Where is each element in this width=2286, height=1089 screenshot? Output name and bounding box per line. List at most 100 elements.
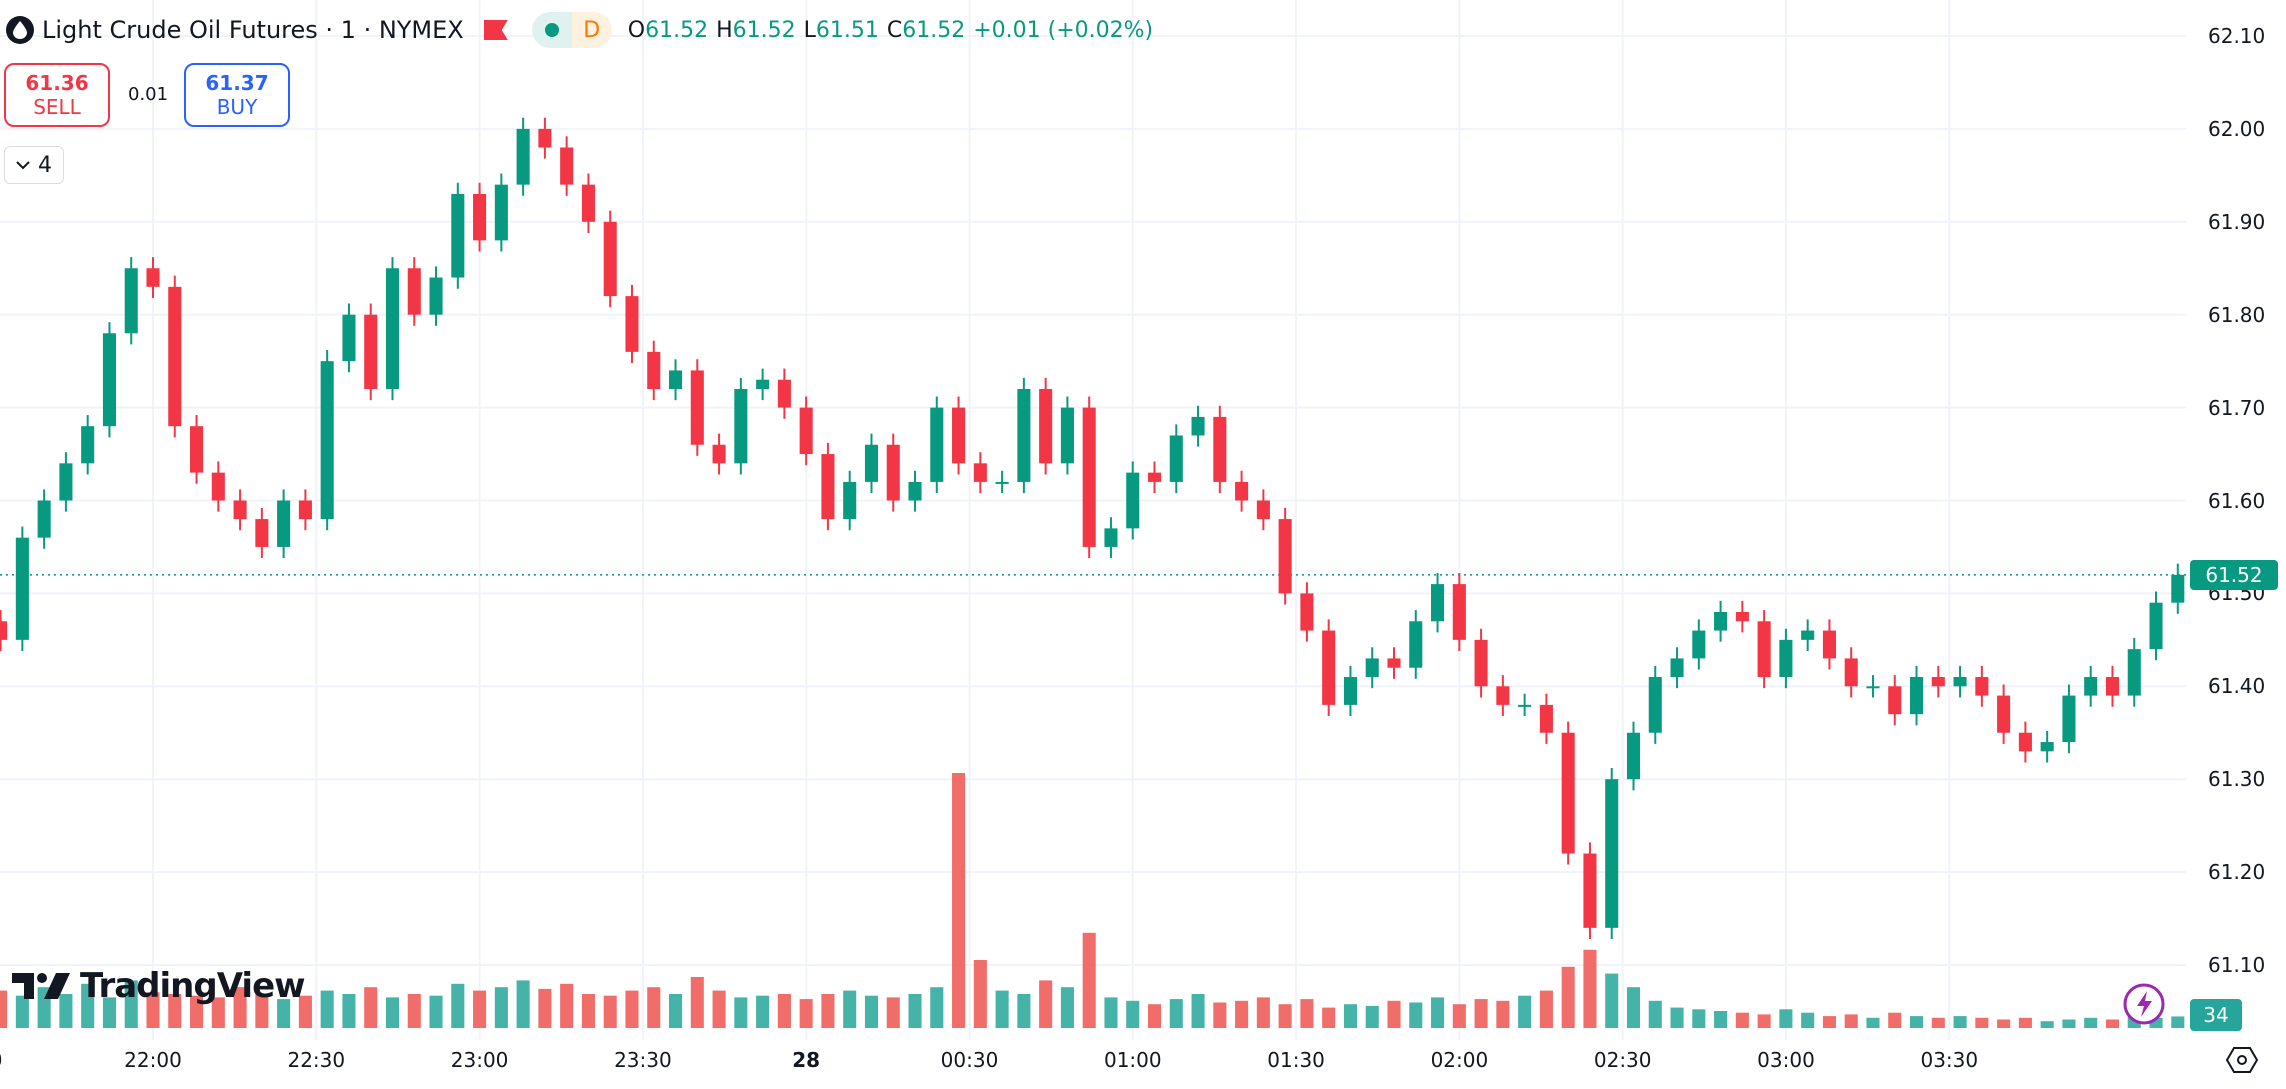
change-value: +0.01 (+0.02%) [973,17,1154,43]
volume-bar [1082,932,1096,1028]
candle-up [1648,677,1662,733]
volume-bar [1017,994,1031,1028]
volume-bar [777,994,791,1028]
volume-bar [1561,966,1575,1028]
candle-down [560,147,574,185]
candle-up [1670,658,1684,678]
tradingview-logo-text: TradingView [80,966,306,1006]
candle-down [407,268,421,315]
time-tick-label: 23:00 [450,1048,509,1072]
candle-up [1365,658,1379,678]
time-tick-label: 22:30 [287,1048,346,1072]
volume-bar [1801,1012,1815,1028]
candle-down [1888,686,1902,715]
candle-up [756,379,770,390]
sell-price: 61.36 [25,71,89,95]
candle-down [973,463,987,482]
candle-up [320,361,334,520]
red-flag-icon[interactable] [483,20,508,40]
settings-hex-icon[interactable] [2226,1046,2258,1074]
volume-bar [1126,1000,1140,1028]
candle-up [1866,686,1880,689]
volume-bar [320,990,334,1028]
volume-bar [647,987,661,1028]
close-value: 61.52 [902,17,966,43]
candle-down [1387,658,1401,668]
candle-up [451,193,465,278]
time-tick-label: 02:30 [1593,1048,1652,1072]
price-chart[interactable] [0,0,2186,1089]
candle-down [1039,389,1053,464]
volume-bar [1104,997,1118,1028]
candle-up [1343,677,1357,705]
volume-bar [995,990,1009,1028]
candle-up [1169,435,1183,482]
volume-bar [1278,1004,1292,1028]
volume-bar [211,997,225,1028]
time-tick-label: 03:30 [1920,1048,1979,1072]
tradingview-logo[interactable]: TradingView [12,966,306,1006]
symbol-title[interactable]: Light Crude Oil Futures · 1 · NYMEX [42,16,464,44]
market-open-dot-icon [531,12,572,48]
volume-bar [2062,1019,2076,1028]
candle-up [1714,611,1728,631]
volume-bar [756,995,770,1028]
candle-down [473,193,487,241]
candle-down [168,286,182,427]
volume-bar [1387,1000,1401,1028]
candle-up [930,407,944,482]
open-label: O [627,17,646,43]
candle-up [2149,602,2163,650]
candle-up [1191,416,1205,436]
volume-bar [1213,1002,1227,1028]
price-tick-label: 61.60 [2208,488,2266,513]
candle-down [1583,853,1597,928]
candle-down [1147,472,1162,482]
candle-down [233,500,247,520]
volume-bar [2018,1017,2032,1028]
market-status-pill[interactable]: D [531,12,612,48]
volume-bar [1518,995,1532,1028]
volume-bar [560,983,574,1028]
time-tick-label: 00:30 [940,1048,999,1072]
indicators-toggle-button[interactable]: 4 [4,146,64,184]
buy-button[interactable]: 61.37 BUY [184,63,290,127]
candle-up [342,314,356,362]
candle-down [1975,677,1989,696]
candle-down [1931,677,1945,687]
candle-down [1735,611,1749,622]
candle-up [277,500,291,547]
candle-up [494,184,508,241]
volume-bar [799,999,813,1028]
candle-up [995,481,1009,484]
volume-bar [277,999,291,1028]
candle-down [821,454,835,520]
volume-bar [1975,1017,1989,1028]
price-tick-label: 61.10 [2208,953,2266,977]
volume-bar [1997,1019,2011,1028]
volume-bar [1822,1016,1836,1028]
volume-bar [690,977,704,1028]
candle-down [255,519,269,547]
volume-bar [1343,1004,1357,1028]
symbol-header[interactable]: Light Crude Oil Futures · 1 · NYMEX D O 6… [6,10,1153,50]
volume-bar [1626,987,1641,1028]
volume-bar [908,994,922,1028]
candle-down [1757,621,1771,678]
price-scale[interactable]: 62.10 62.00 61.90 61.80 61.70 61.60 61.50 61.40… [2186,0,2286,1040]
candle-up [2171,574,2185,603]
candle-down [712,444,726,464]
volume-bar [734,997,748,1028]
lightning-icon[interactable] [2122,982,2166,1026]
volume-bar [1409,1002,1423,1028]
price-tick-label: 61.20 [2208,860,2266,885]
candle-up [2127,649,2141,696]
candle-down [886,444,900,501]
volume-bar [516,980,530,1028]
volume-bar [1953,1016,1967,1028]
volume-bar [886,997,900,1028]
sell-button[interactable]: 61.36 SELL [4,63,110,127]
candle-down [1561,732,1575,854]
volume-bar [2084,1017,2098,1028]
candle-down [1322,630,1336,705]
